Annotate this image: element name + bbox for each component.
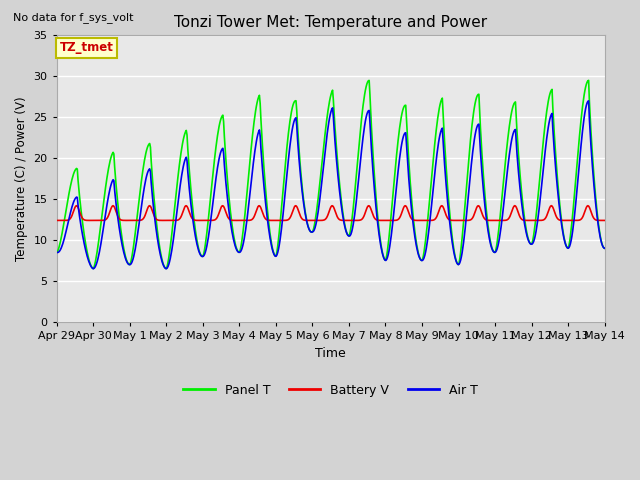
- Legend: Panel T, Battery V, Air T: Panel T, Battery V, Air T: [179, 379, 483, 402]
- Text: No data for f_sys_volt: No data for f_sys_volt: [13, 12, 133, 23]
- Battery V: [53, 217, 61, 223]
- Battery V: [175, 217, 182, 223]
- Line: Panel T: Panel T: [57, 80, 605, 269]
- Battery V: [119, 217, 127, 223]
- Panel T: [414, 248, 422, 254]
- Panel T: [205, 216, 212, 222]
- Air T: [205, 235, 212, 240]
- Air T: [53, 250, 61, 255]
- Title: Tonzi Tower Met: Temperature and Power: Tonzi Tower Met: Temperature and Power: [174, 15, 487, 30]
- Panel T: [398, 111, 406, 117]
- Battery V: [204, 217, 211, 223]
- Panel T: [175, 162, 183, 168]
- Panel T: [585, 77, 593, 83]
- Air T: [120, 250, 127, 255]
- Air T: [63, 226, 70, 232]
- Battery V: [413, 217, 421, 223]
- Line: Battery V: Battery V: [57, 205, 605, 220]
- Air T: [414, 250, 422, 256]
- X-axis label: Time: Time: [316, 347, 346, 360]
- Battery V: [397, 212, 405, 217]
- Panel T: [90, 266, 97, 272]
- Air T: [175, 189, 183, 194]
- Panel T: [601, 245, 609, 251]
- Panel T: [120, 246, 127, 252]
- Air T: [601, 245, 609, 251]
- Panel T: [63, 204, 70, 210]
- Battery V: [584, 203, 592, 208]
- Air T: [90, 266, 97, 272]
- Battery V: [63, 217, 70, 223]
- Y-axis label: Temperature (C) / Power (V): Temperature (C) / Power (V): [15, 96, 28, 261]
- Line: Air T: Air T: [57, 101, 605, 269]
- Battery V: [601, 217, 609, 223]
- Text: TZ_tmet: TZ_tmet: [60, 41, 113, 54]
- Air T: [585, 98, 593, 104]
- Air T: [398, 140, 406, 146]
- Panel T: [53, 250, 61, 255]
